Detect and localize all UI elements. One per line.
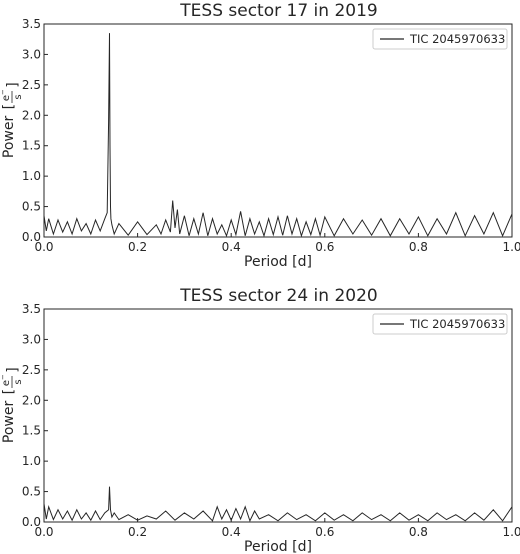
y-tick-label: 3.5 [22,302,41,316]
series-line [43,33,513,238]
svg-text:Power [: Power [ [1,389,17,443]
x-tick-label: 0.8 [409,240,428,254]
panel-sector-17: TESS sector 17 in 2019 0.0 0.2 0.4 0.6 0.8 1.… [0,1,520,270]
y-tick-label: 3.0 [22,332,41,346]
x-tick-label: 0.8 [409,525,428,539]
x-axis-ticks: 0.0 0.2 0.4 0.6 0.8 1.0 [34,233,520,254]
x-tick-label: 0.0 [34,525,53,539]
y-tick-label: 1.0 [22,169,41,183]
y-tick-label: 0.5 [22,200,41,214]
x-tick-label: 0.2 [128,525,147,539]
legend: TIC 2045970633 [372,28,508,50]
y-axis-ticks: 0.0 0.5 1.0 1.5 2.0 2.5 3.0 3.5 [22,17,48,244]
y-tick-label: 3.0 [22,47,41,61]
y-unit-denominator: s [13,94,24,99]
y-unit-close-bracket: ] [5,367,21,372]
x-tick-label: 1.0 [502,525,520,539]
y-unit-numerator: e [1,95,12,101]
x-tick-label: 1.0 [502,240,520,254]
y-axis-label: Power [ [1,389,17,443]
svg-text:Power [: Power [ [1,104,17,158]
x-tick-label: 0.4 [222,240,241,254]
y-axis-label-text: Power [1,116,17,159]
y-tick-label: 2.5 [22,363,41,377]
y-axis-unit: e − s ] [0,367,24,388]
x-tick-label: 0.6 [315,525,334,539]
x-tick-label: 0.0 [34,240,53,254]
y-tick-label: 1.5 [22,139,41,153]
y-tick-label: 2.5 [22,78,41,92]
y-unit-close-bracket: ] [5,82,21,87]
legend-label: TIC 2045970633 [409,317,505,331]
y-tick-label: 0.5 [22,485,41,499]
chart-title: TESS sector 17 in 2019 [179,1,377,21]
chart-title: TESS sector 24 in 2020 [179,286,377,306]
x-axis-label: Period [d] [244,539,312,554]
y-tick-label: 1.5 [22,424,41,438]
legend-label: TIC 2045970633 [409,32,505,46]
panel-sector-24: TESS sector 24 in 2020 0.0 0.2 0.4 0.6 0.8 1.… [0,286,520,554]
y-axis-label: Power [ [1,104,17,158]
y-tick-label: 2.0 [22,108,41,122]
legend-box [372,313,508,335]
x-tick-label: 0.2 [128,240,147,254]
legend: TIC 2045970633 [372,313,508,335]
plot-area [43,23,513,238]
y-tick-label: 0.0 [22,230,41,244]
plot-area [43,308,513,523]
y-tick-label: 3.5 [22,17,41,31]
y-tick-label: 2.0 [22,393,41,407]
y-tick-label: 1.0 [22,454,41,468]
x-tick-label: 0.6 [315,240,334,254]
y-unit-numerator: e [1,380,12,386]
y-unit-numerator-sup: − [0,374,7,380]
y-unit-denominator: s [13,379,24,384]
y-axis-ticks: 0.0 0.5 1.0 1.5 2.0 2.5 3.0 3.5 [22,302,48,529]
x-axis-ticks: 0.0 0.2 0.4 0.6 0.8 1.0 [34,518,520,539]
y-tick-label: 0.0 [22,515,41,529]
x-tick-label: 0.4 [222,525,241,539]
y-axis-label-text: Power [1,401,17,444]
x-axis-label: Period [d] [244,254,312,270]
legend-box [372,28,508,50]
y-unit-numerator-sup: − [0,89,7,95]
series-line [43,486,513,523]
y-axis-unit: e − s ] [0,82,24,103]
